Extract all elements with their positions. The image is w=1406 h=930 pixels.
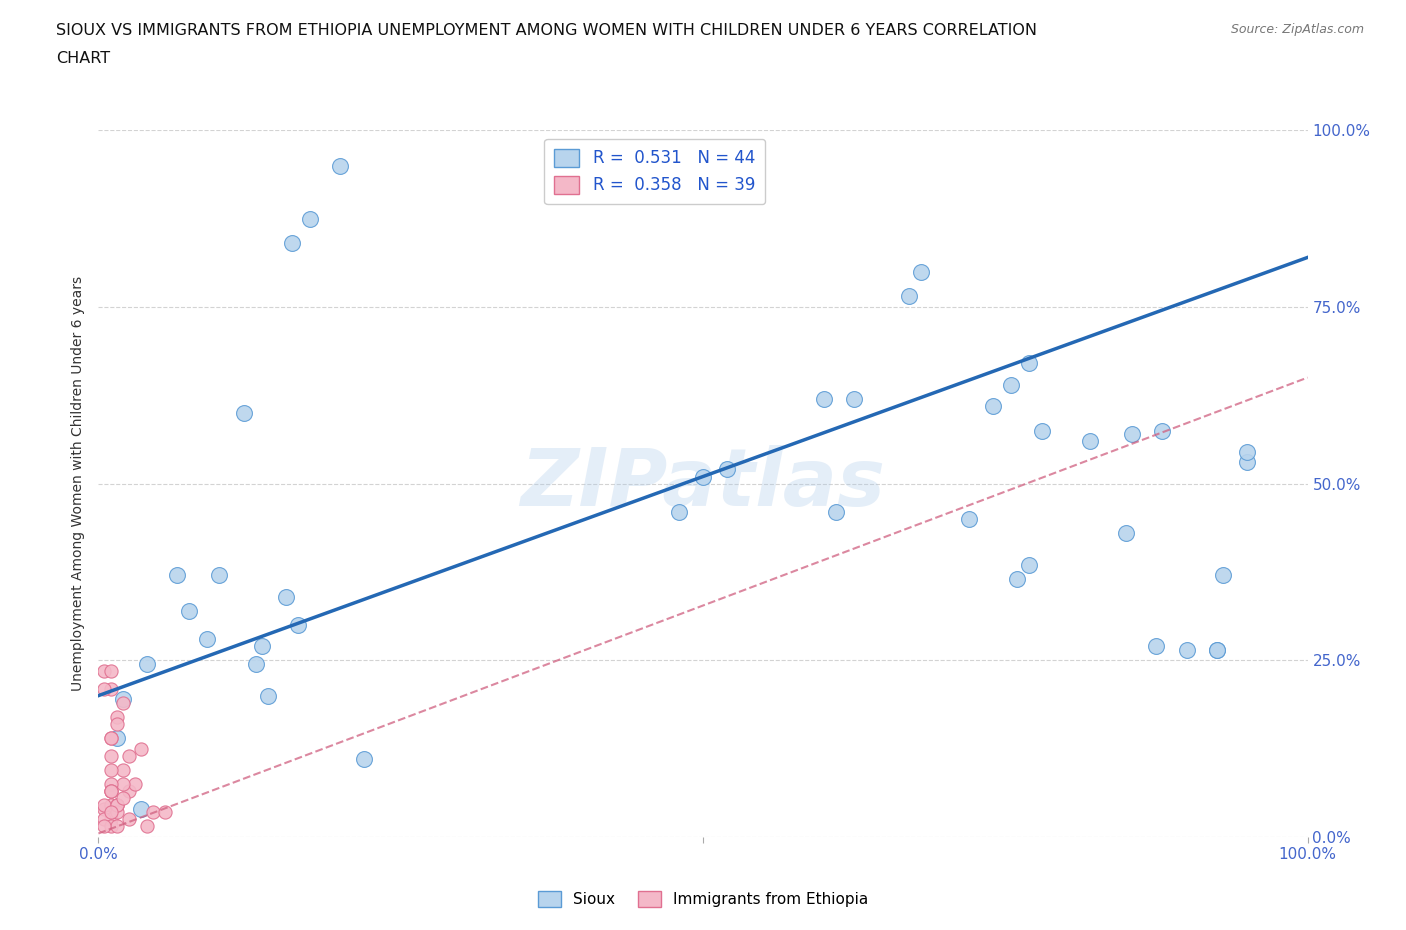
Point — [100, 804, 122, 819]
Point — [111, 696, 134, 711]
Point — [195, 631, 218, 646]
Text: Source: ZipAtlas.com: Source: ZipAtlas.com — [1230, 23, 1364, 36]
Y-axis label: Unemployment Among Women with Children Under 6 years: Unemployment Among Women with Children U… — [72, 276, 86, 691]
Point — [105, 798, 128, 813]
Point — [1121, 427, 1143, 442]
Point — [100, 663, 122, 678]
Point — [100, 784, 122, 799]
Point — [111, 763, 134, 777]
Legend: Sioux, Immigrants from Ethiopia: Sioux, Immigrants from Ethiopia — [531, 884, 875, 913]
Point — [287, 618, 309, 632]
Point — [1175, 643, 1198, 658]
Point — [353, 751, 375, 766]
Point — [1206, 643, 1229, 658]
Point — [105, 819, 128, 834]
Point — [281, 236, 304, 251]
Point — [135, 657, 157, 671]
Point — [111, 777, 134, 791]
Point — [105, 798, 128, 813]
Point — [124, 777, 146, 791]
Point — [179, 604, 201, 618]
Point — [100, 812, 122, 827]
Point — [1031, 423, 1053, 438]
Point — [1236, 455, 1258, 470]
Point — [118, 812, 141, 827]
Point — [668, 504, 690, 519]
Point — [100, 798, 122, 813]
Point — [105, 716, 128, 731]
Point — [1018, 356, 1040, 371]
Point — [105, 710, 128, 724]
Point — [1236, 445, 1258, 459]
Point — [1018, 557, 1040, 572]
Point — [1007, 572, 1029, 587]
Point — [100, 681, 122, 696]
Point — [250, 639, 273, 654]
Point — [111, 790, 134, 805]
Point — [329, 158, 352, 173]
Point — [135, 819, 157, 834]
Point — [208, 568, 231, 583]
Point — [1146, 639, 1168, 654]
Point — [256, 688, 278, 703]
Point — [825, 504, 848, 519]
Point — [897, 289, 920, 304]
Point — [100, 763, 122, 777]
Point — [118, 749, 141, 764]
Point — [1206, 643, 1229, 658]
Point — [142, 804, 165, 819]
Point — [153, 804, 176, 819]
Point — [129, 802, 152, 817]
Point — [93, 802, 115, 817]
Point — [111, 692, 134, 707]
Point — [93, 663, 115, 678]
Point — [844, 392, 866, 406]
Point — [813, 392, 835, 406]
Point — [105, 804, 128, 819]
Legend: R =  0.531   N = 44, R =  0.358   N = 39: R = 0.531 N = 44, R = 0.358 N = 39 — [544, 139, 765, 205]
Point — [166, 568, 188, 583]
Point — [93, 812, 115, 827]
Point — [105, 731, 128, 746]
Point — [245, 657, 267, 671]
Text: SIOUX VS IMMIGRANTS FROM ETHIOPIA UNEMPLOYMENT AMONG WOMEN WITH CHILDREN UNDER 6: SIOUX VS IMMIGRANTS FROM ETHIOPIA UNEMPL… — [56, 23, 1038, 38]
Point — [1000, 378, 1022, 392]
Point — [100, 784, 122, 799]
Point — [299, 211, 322, 226]
Point — [981, 398, 1004, 413]
Point — [93, 798, 115, 813]
Point — [118, 784, 141, 799]
Point — [1212, 568, 1234, 583]
Point — [1152, 423, 1174, 438]
Point — [129, 741, 152, 756]
Point — [692, 469, 714, 484]
Point — [100, 749, 122, 764]
Point — [1115, 525, 1137, 540]
Point — [93, 819, 115, 834]
Point — [100, 819, 122, 834]
Point — [716, 462, 738, 477]
Point — [100, 731, 122, 746]
Point — [100, 777, 122, 791]
Point — [105, 798, 128, 813]
Text: CHART: CHART — [56, 51, 110, 66]
Point — [100, 784, 122, 799]
Point — [232, 405, 254, 420]
Point — [274, 590, 297, 604]
Point — [100, 731, 122, 746]
Point — [910, 264, 932, 279]
Point — [957, 512, 980, 526]
Point — [93, 681, 115, 696]
Text: ZIPatlas: ZIPatlas — [520, 445, 886, 523]
Point — [1078, 433, 1101, 448]
